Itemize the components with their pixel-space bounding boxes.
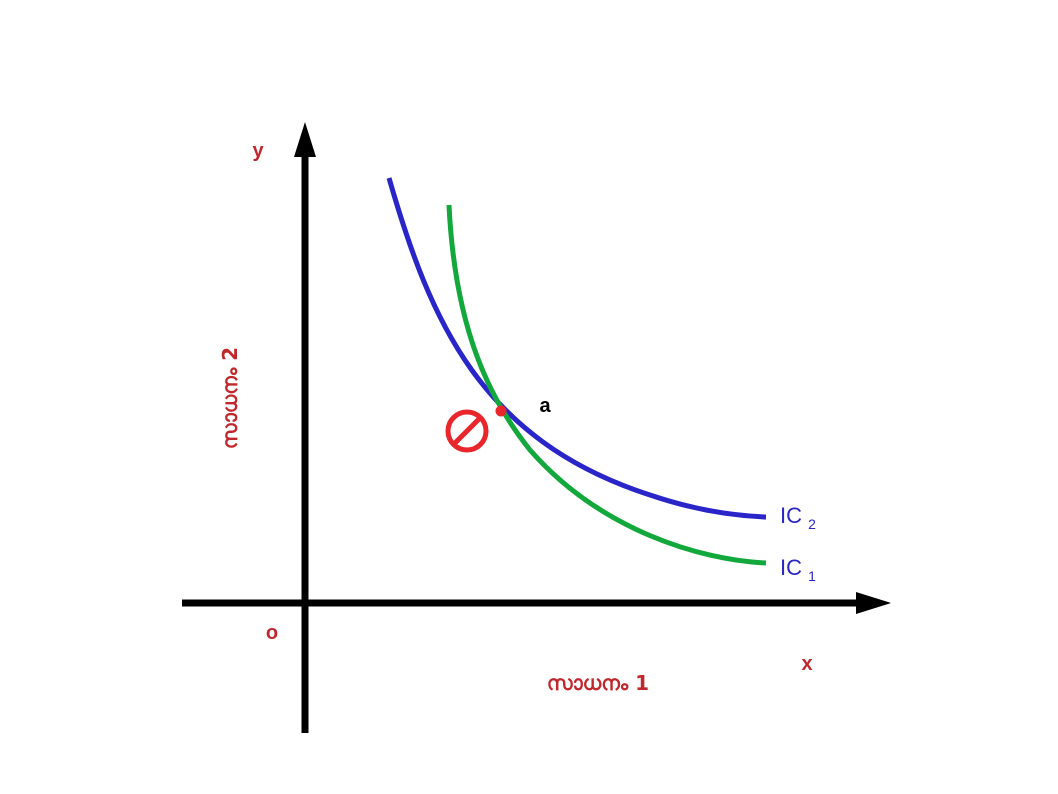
ic2-label-subscript: 2	[808, 516, 816, 532]
origin-letter: o	[266, 622, 278, 644]
ic1-label-name: IC	[780, 555, 802, 580]
point-a-label: a	[539, 395, 551, 417]
x-axis-title: സാധനം 1	[547, 671, 649, 695]
y-axis-arrowhead	[294, 122, 316, 157]
point-a-marker	[495, 405, 507, 417]
prohibited-icon	[445, 409, 489, 453]
ic2-curve	[386, 177, 767, 520]
ic1-curve	[446, 204, 767, 566]
x-axis-letter: x	[801, 653, 812, 675]
ic1-label-subscript: 1	[808, 568, 816, 584]
ic2-label: IC 2	[780, 503, 816, 532]
ic2-label-name: IC	[780, 503, 802, 528]
y-axis-title: സാധനം 2	[218, 347, 242, 449]
ic1-label: IC 1	[780, 555, 816, 584]
y-axis-letter: y	[252, 140, 264, 162]
x-axis-arrowhead	[856, 592, 891, 614]
axes	[182, 122, 891, 733]
